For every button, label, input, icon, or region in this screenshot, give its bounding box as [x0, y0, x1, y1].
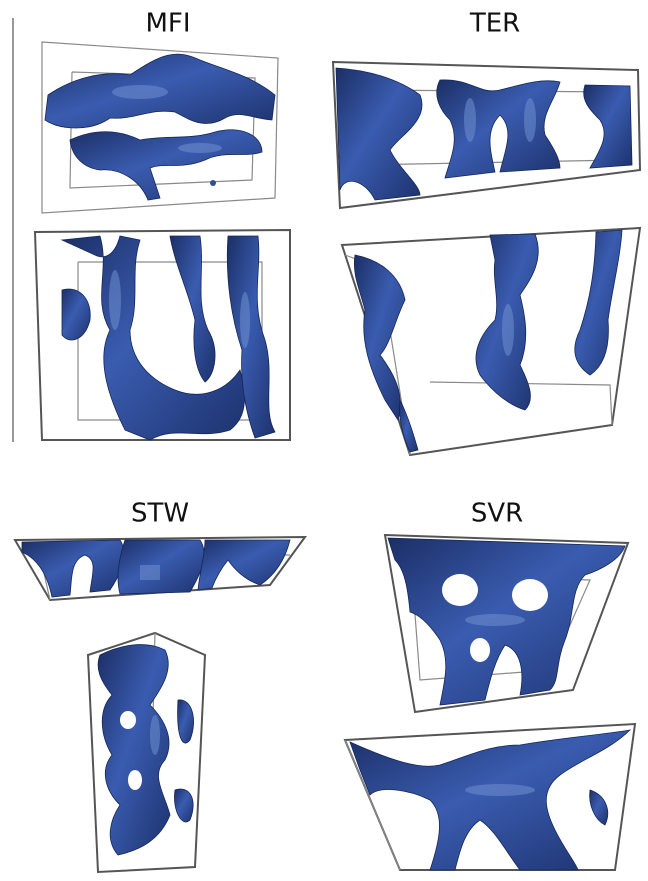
stw-top-structure [15, 537, 305, 600]
stw-bottom-structure [88, 633, 205, 872]
page: MFI TER STW SVR [0, 0, 648, 877]
mfi-bottom-structure [35, 230, 290, 440]
ter-top-structure [333, 62, 640, 208]
figure: MFI TER STW SVR [0, 0, 648, 877]
mfi-top-structure [42, 42, 278, 213]
svr-bottom-structure [345, 724, 635, 870]
panel-label: TER [469, 9, 520, 39]
panel-label: SVR [471, 499, 523, 529]
panel-label: MFI [145, 9, 190, 39]
ter-bottom-structure [342, 228, 640, 455]
panel-label: STW [131, 499, 189, 529]
svr-top-structure [385, 535, 628, 712]
